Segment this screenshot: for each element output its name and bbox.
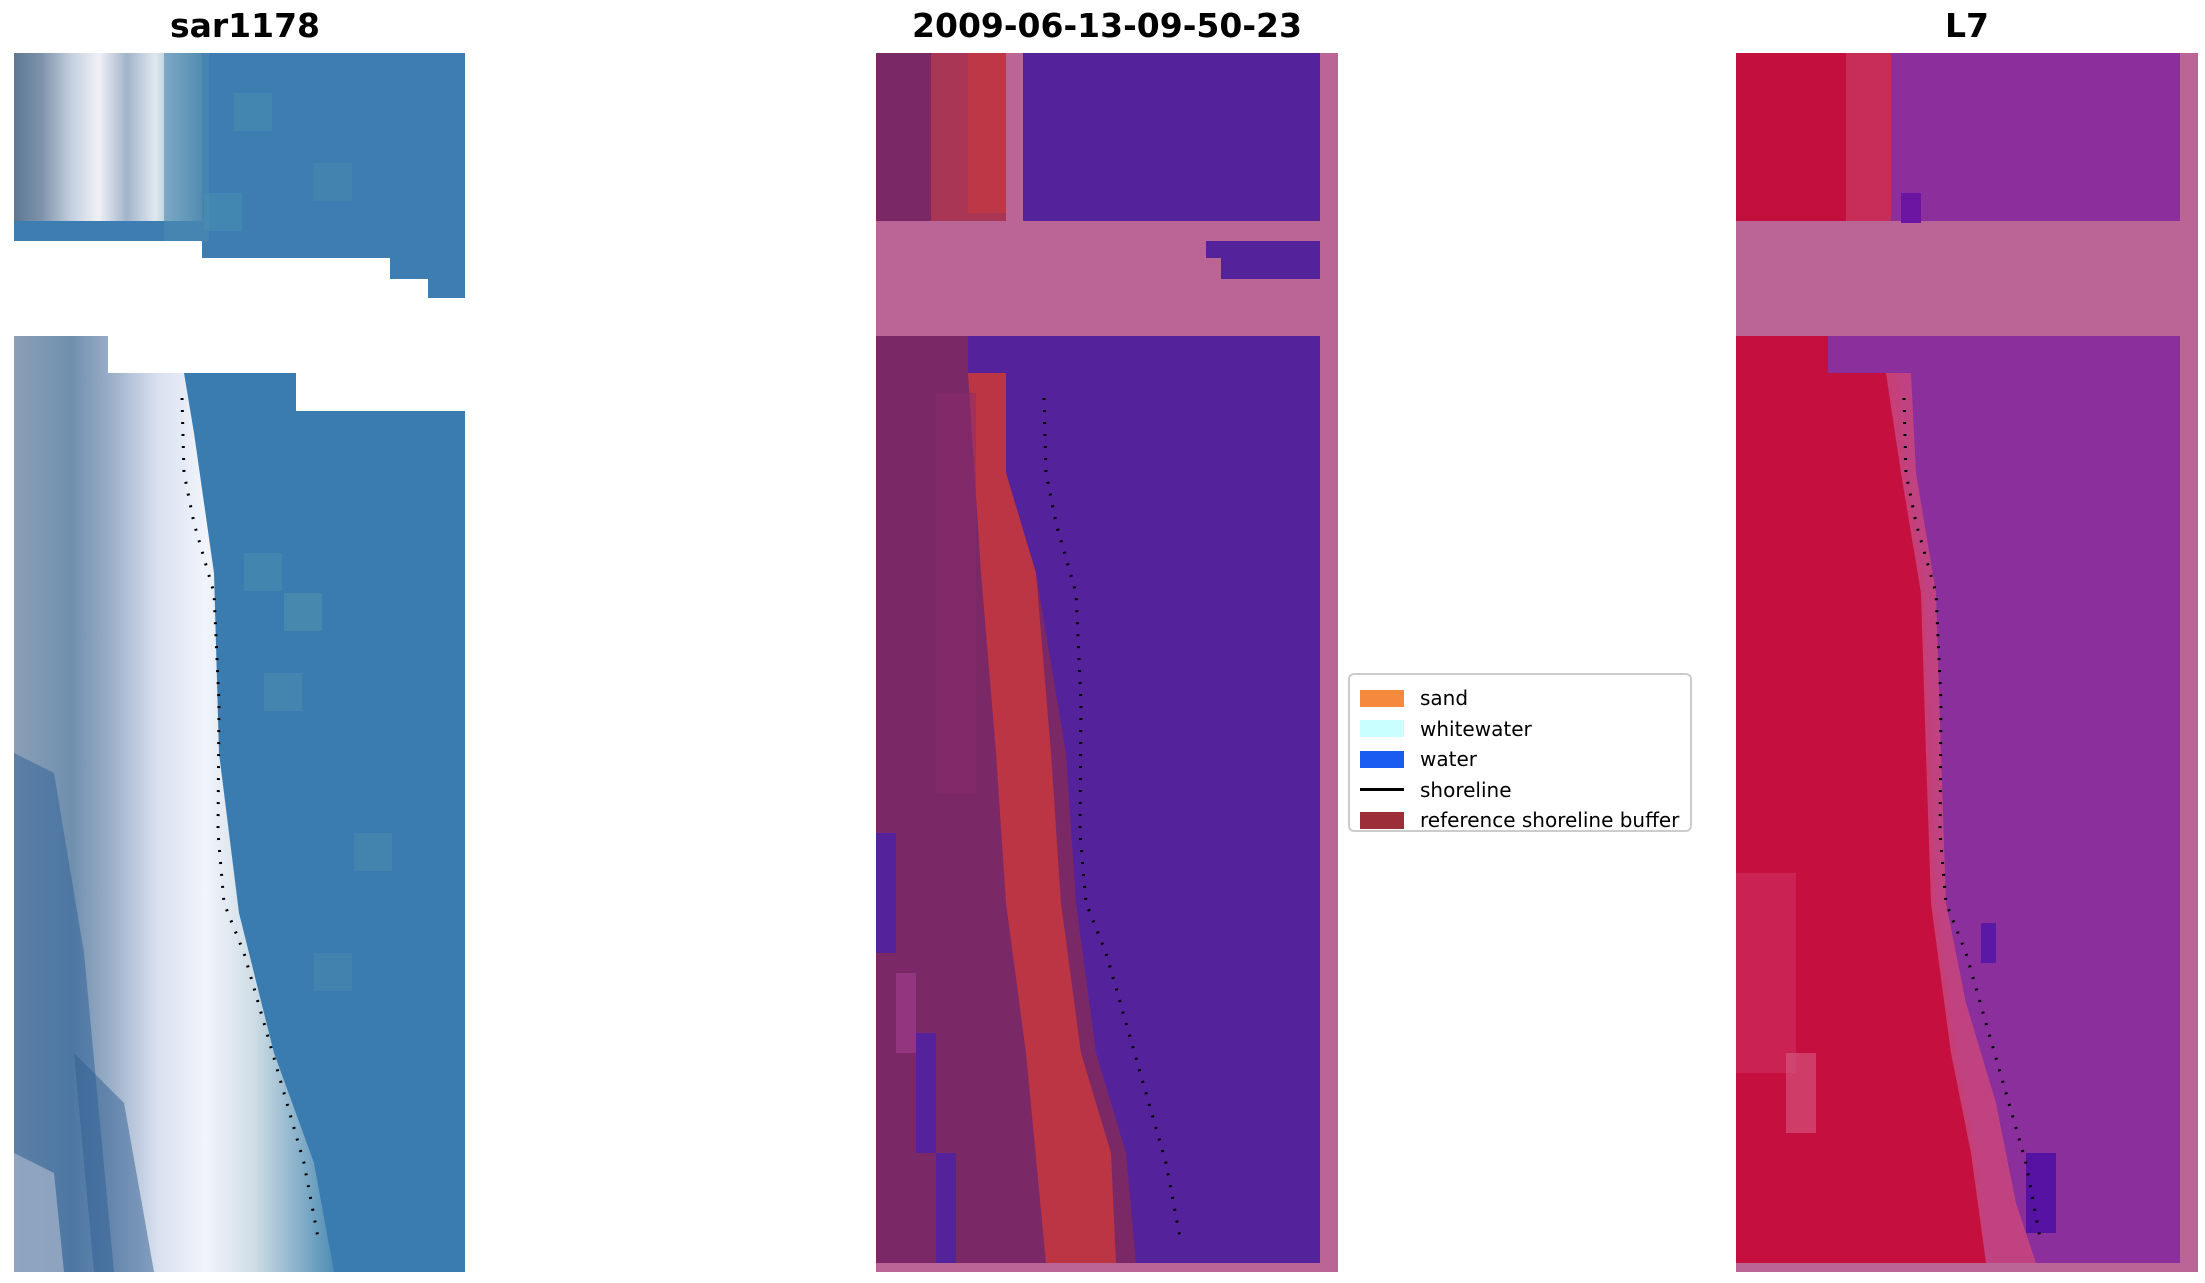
rgb-image-panel bbox=[14, 53, 465, 1272]
reference-buffer-swatch-icon bbox=[1360, 811, 1404, 829]
legend-item-shoreline: shoreline bbox=[1360, 775, 1680, 806]
whitewater-swatch-icon bbox=[1360, 720, 1404, 738]
legend-label: sand bbox=[1420, 686, 1469, 711]
legend-label: water bbox=[1420, 747, 1477, 772]
shoreline-line-icon bbox=[1360, 788, 1404, 792]
nir-image-panel bbox=[1736, 53, 2198, 1272]
legend-label: whitewater bbox=[1420, 716, 1532, 741]
legend-item-water: water bbox=[1360, 744, 1680, 775]
legend-item-whitewater: whitewater bbox=[1360, 714, 1680, 745]
panel-title-nir: L7 bbox=[1945, 6, 1989, 45]
sand-swatch-icon bbox=[1360, 689, 1404, 707]
legend-item-reference-buffer: reference shoreline buffer bbox=[1360, 805, 1680, 836]
legend-item-sand: sand bbox=[1360, 683, 1680, 714]
water-swatch-icon bbox=[1360, 750, 1404, 768]
legend-label: reference shoreline buffer bbox=[1420, 808, 1680, 833]
classification-panel bbox=[876, 53, 1338, 1272]
panel-title-rgb: sar1178 bbox=[169, 6, 321, 45]
legend: sand whitewater water shoreline referenc… bbox=[1348, 673, 1692, 832]
legend-label: shoreline bbox=[1420, 777, 1512, 802]
panel-title-classification: 2009-06-13-09-50-23 bbox=[912, 6, 1302, 45]
